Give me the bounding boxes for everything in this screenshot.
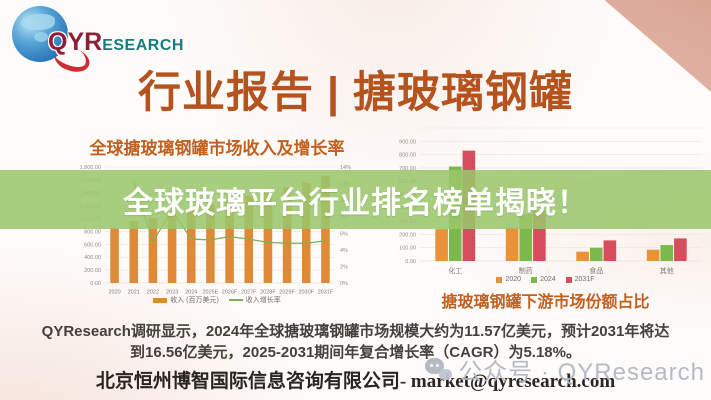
svg-text:14%: 14% bbox=[340, 165, 351, 171]
svg-text:0.00: 0.00 bbox=[405, 259, 416, 265]
svg-text:2023: 2023 bbox=[166, 290, 178, 296]
legend-item: 2031F bbox=[565, 276, 595, 283]
legend-item: 2024 bbox=[531, 276, 556, 283]
legend-swatch bbox=[228, 299, 243, 301]
svg-text:制药: 制药 bbox=[519, 266, 533, 275]
svg-text:化工: 化工 bbox=[448, 266, 462, 275]
downstream-chart-legend: 2020 2024 2031F bbox=[380, 276, 711, 283]
svg-text:2021: 2021 bbox=[128, 290, 140, 296]
summary-line-1: QYResearch调研显示，2024年全球搪玻璃钢罐市场规模大约为11.57亿… bbox=[41, 323, 670, 340]
legend-item: 2020 bbox=[496, 276, 521, 283]
svg-text:2026F: 2026F bbox=[222, 290, 238, 296]
legend-swatch bbox=[565, 276, 572, 283]
svg-text:其他: 其他 bbox=[660, 266, 674, 275]
summary-paragraph: QYResearch调研显示，2024年全球搪玻璃钢罐市场规模大约为11.57亿… bbox=[36, 321, 675, 363]
revenue-chart-legend: 收入 (百万美元) 收入增长率 bbox=[58, 295, 376, 305]
svg-text:1,800.00: 1,800.00 bbox=[80, 165, 101, 171]
svg-text:2029F: 2029F bbox=[279, 290, 295, 296]
summary-line-2: 到16.56亿美元，2025-2031期间年复合增长率（CAGR）为5.18%。 bbox=[130, 344, 581, 361]
svg-text:800.00: 800.00 bbox=[399, 153, 416, 159]
svg-text:200.00: 200.00 bbox=[399, 232, 416, 238]
legend-label: 收入增长率 bbox=[245, 297, 281, 304]
globe-icon bbox=[12, 6, 68, 62]
svg-text:2020: 2020 bbox=[108, 290, 120, 296]
page-title: 行业报告 | 搪玻璃钢罐 bbox=[138, 69, 573, 117]
legend-label: 收入 (百万美元) bbox=[170, 297, 219, 304]
watermark-text: 公众号 · QYResearch bbox=[458, 359, 705, 386]
qyresearch-logo: QYRESEARCH bbox=[12, 4, 183, 76]
svg-text:2028F: 2028F bbox=[260, 290, 276, 296]
company-contact: 北京恒州博智国际信息咨询有限公司- market@qyresearch.com bbox=[95, 371, 616, 392]
svg-text:200.00: 200.00 bbox=[84, 268, 101, 274]
svg-text:2%: 2% bbox=[340, 264, 348, 270]
svg-text:600.00: 600.00 bbox=[84, 242, 101, 248]
legend-swatch bbox=[496, 276, 503, 283]
svg-text:0%: 0% bbox=[340, 281, 348, 287]
svg-text:0.00: 0.00 bbox=[90, 281, 101, 287]
legend-label: 2024 bbox=[540, 276, 556, 283]
headline-text: 全球玻璃平台行业排名榜单揭晓！ bbox=[123, 186, 588, 220]
wechat-icon bbox=[425, 358, 453, 381]
wechat-watermark: 公众号 · QYResearch bbox=[425, 352, 705, 387]
legend-label: 2031F bbox=[574, 276, 595, 283]
logo-text-primary: QYR bbox=[48, 28, 103, 56]
svg-text:800.00: 800.00 bbox=[84, 229, 101, 235]
svg-text:2024: 2024 bbox=[185, 290, 197, 296]
legend-swatch bbox=[531, 276, 538, 283]
logo-text: QYRESEARCH bbox=[48, 28, 184, 57]
globe-land-shape bbox=[21, 14, 55, 30]
logo-text-secondary: ESEARCH bbox=[102, 37, 184, 54]
svg-text:2030F: 2030F bbox=[298, 290, 314, 296]
svg-text:4%: 4% bbox=[340, 248, 348, 254]
svg-text:食品: 食品 bbox=[589, 266, 603, 275]
legend-swatch bbox=[153, 297, 168, 303]
legend-item: 收入增长率 bbox=[228, 295, 281, 305]
svg-text:400.00: 400.00 bbox=[84, 255, 101, 261]
legend-item: 收入 (百万美元) bbox=[153, 295, 219, 305]
svg-text:700.00: 700.00 bbox=[399, 166, 416, 172]
svg-text:6%: 6% bbox=[340, 231, 348, 237]
svg-text:2031F: 2031F bbox=[318, 290, 334, 296]
svg-text:900.00: 900.00 bbox=[399, 139, 416, 145]
revenue-chart-title: 全球搪玻璃钢罐市场收入及增长率 bbox=[89, 139, 345, 158]
svg-text:2027F: 2027F bbox=[241, 290, 257, 296]
headline-banner: 全球玻璃平台行业排名榜单揭晓！ bbox=[0, 170, 711, 229]
svg-text:2025E: 2025E bbox=[202, 290, 218, 296]
globe-land-shape bbox=[34, 32, 48, 42]
svg-text:100.00: 100.00 bbox=[399, 246, 416, 252]
downstream-chart-title: 搪玻璃钢罐下游市场份额占比 bbox=[441, 294, 650, 311]
legend-label: 2020 bbox=[505, 276, 522, 283]
svg-text:2022: 2022 bbox=[147, 290, 159, 296]
